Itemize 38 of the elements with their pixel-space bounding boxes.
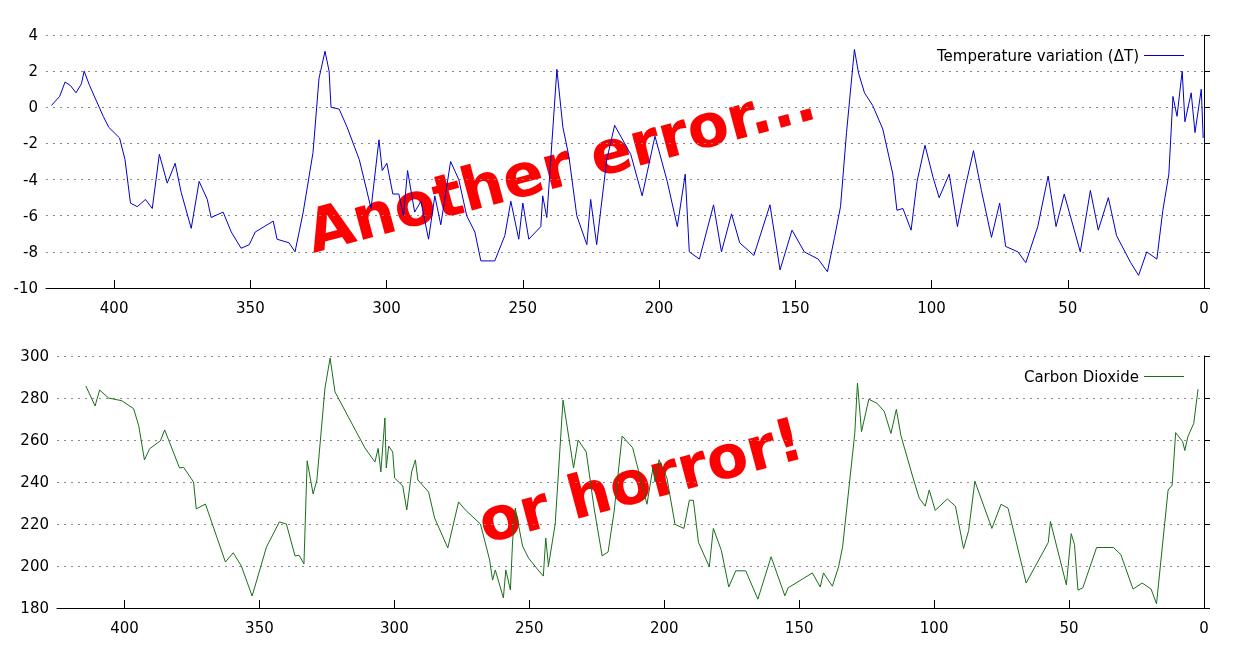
x-tick-label: 100	[917, 298, 946, 317]
x-tick-label: 400	[99, 298, 129, 317]
line-series	[50, 48, 1204, 276]
y-tick-label: -2	[23, 134, 38, 153]
x-tick-label: 50	[1059, 618, 1079, 637]
legend-label: Temperature variation (ΔT)	[935, 46, 1139, 65]
y-tick-label: 220	[20, 515, 49, 533]
x-tick-label: 200	[649, 618, 679, 637]
y-tick-label: 200	[20, 557, 49, 575]
x-tick-label: 0	[1199, 298, 1209, 317]
annotation: or horror!	[470, 403, 810, 557]
x-tick-label: 50	[1058, 298, 1078, 317]
x-tick-label: 300	[380, 618, 409, 637]
y-tick-label: 180	[20, 599, 49, 617]
x-tick-label: 100	[919, 618, 949, 637]
legend-label: Carbon Dioxide	[1023, 367, 1139, 386]
line-series	[85, 357, 1199, 605]
x-tick-label: 250	[508, 298, 538, 317]
y-tick-label: 280	[20, 389, 49, 407]
x-tick-label: 150	[784, 618, 814, 637]
y-tick-label: 300	[20, 347, 49, 365]
x-tick-label: 350	[245, 618, 274, 637]
y-tick-label: -4	[23, 170, 38, 189]
x-tick-label: 200	[644, 298, 674, 317]
x-tick-label: 400	[110, 618, 139, 637]
y-tick-label: -10	[13, 279, 38, 297]
x-tick-label: 250	[514, 618, 544, 637]
y-tick-label: 4	[28, 26, 38, 44]
x-tick-label: 150	[780, 298, 810, 317]
y-tick-label: -6	[23, 206, 38, 225]
x-tick-label: 0	[1199, 618, 1209, 637]
y-tick-label: -8	[23, 242, 38, 261]
y-tick-label: 240	[20, 473, 49, 491]
y-tick-label: 2	[28, 62, 38, 81]
y-tick-label: 260	[20, 431, 49, 449]
y-tick-label: 0	[28, 98, 38, 117]
x-tick-label: 300	[372, 298, 401, 317]
x-tick-label: 350	[236, 298, 265, 317]
